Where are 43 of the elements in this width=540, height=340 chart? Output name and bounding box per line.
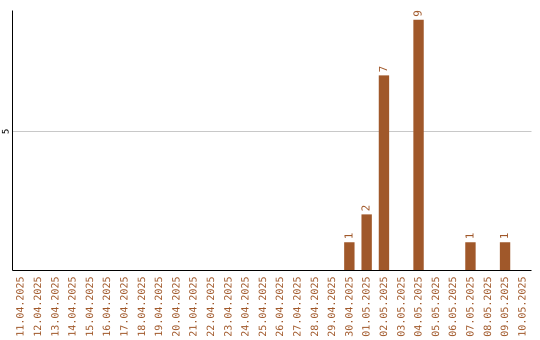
x-tick-label: 07.05.2025 xyxy=(465,276,476,337)
bar xyxy=(361,214,372,270)
bar xyxy=(500,242,510,270)
data-label: 7 xyxy=(376,66,390,72)
x-tick-label: 04.05.2025 xyxy=(414,276,425,337)
y-tick-label: 5 xyxy=(2,128,12,134)
x-tick-label: 11.04.2025 xyxy=(16,276,27,337)
x-tick-label: 02.05.2025 xyxy=(378,276,390,337)
x-tick-label: 08.05.2025 xyxy=(482,276,494,337)
x-tick-label: 29.04.2025 xyxy=(327,276,338,337)
data-label: 2 xyxy=(360,204,373,212)
x-tick-label: 03.05.2025 xyxy=(396,276,408,337)
x-tick-label: 30.04.2025 xyxy=(344,276,356,337)
x-tick-label: 06.05.2025 xyxy=(448,276,460,337)
x-tick-label: 22.04.2025 xyxy=(206,276,217,337)
x-tick-label: 18.04.2025 xyxy=(136,276,148,337)
data-label: 1 xyxy=(498,232,512,240)
x-tick-label: 26.04.2025 xyxy=(275,276,286,337)
x-tick-label: 01.05.2025 xyxy=(362,276,373,337)
x-tick-label: 23.04.2025 xyxy=(223,276,234,337)
x-tick-label: 16.04.2025 xyxy=(102,276,114,337)
bar xyxy=(344,242,355,270)
x-tick-label: 19.04.2025 xyxy=(154,276,166,337)
x-tick-label: 17.04.2025 xyxy=(119,276,130,337)
x-tick-label: 27.04.2025 xyxy=(292,276,304,337)
x-tick-label: 24.04.2025 xyxy=(240,276,252,337)
bar xyxy=(413,20,424,270)
x-tick-label: 25.04.2025 xyxy=(258,276,269,337)
x-tick-label: 20.04.2025 xyxy=(171,276,182,337)
x-tick-label: 21.04.2025 xyxy=(188,276,200,337)
x-tick-label: 15.04.2025 xyxy=(84,276,96,337)
x-tick-label: 10.05.2025 xyxy=(517,276,528,337)
x-tick-label: 09.05.2025 xyxy=(500,276,512,337)
x-tick-label: 14.04.2025 xyxy=(68,276,79,337)
x-tick-label: 13.04.2025 xyxy=(50,276,62,337)
data-label: 1 xyxy=(463,232,476,240)
x-tick-label: 05.05.2025 xyxy=(430,276,442,337)
data-label: 9 xyxy=(412,10,425,17)
bar xyxy=(378,75,390,270)
x-tick-label: 28.04.2025 xyxy=(310,276,321,337)
data-label: 1 xyxy=(342,232,356,240)
bar xyxy=(465,242,476,270)
x-tick-label: 12.04.2025 xyxy=(32,276,44,337)
